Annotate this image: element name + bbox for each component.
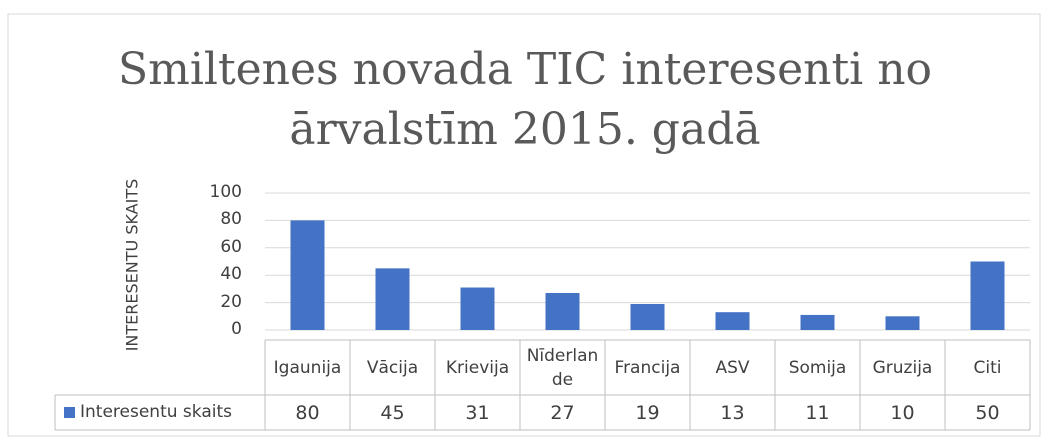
x-tick-label: Igaunija (273, 357, 342, 378)
bar (545, 293, 580, 330)
y-tick-label: 20 (220, 291, 242, 312)
legend-swatch (64, 407, 75, 418)
y-tick-label: 40 (220, 264, 242, 285)
bar (715, 312, 750, 330)
x-tick-label: Citi (973, 357, 1002, 378)
bar (630, 303, 665, 330)
bar (800, 314, 835, 330)
table-value: 27 (550, 402, 575, 424)
bar (460, 287, 495, 330)
bar (375, 268, 410, 330)
table-value: 19 (635, 402, 660, 424)
x-tick-label: Somija (788, 357, 847, 378)
bar (885, 316, 920, 330)
bar (290, 220, 325, 330)
y-tick-label: 60 (220, 236, 242, 257)
x-tick-label: ASV (715, 357, 750, 378)
bar (970, 261, 1005, 330)
x-tick-label: Vācija (366, 357, 419, 378)
table-value: 11 (805, 402, 830, 424)
table-value: 45 (380, 402, 405, 424)
y-tick-label: 80 (220, 209, 242, 230)
x-tick-label: Krievija (445, 357, 510, 378)
x-tick-label: Gruzija (872, 357, 933, 378)
chart-title: Smiltenes novada TIC interesenti no ārva… (117, 44, 933, 155)
table-value: 31 (465, 402, 490, 424)
legend-label: Interesentu skaits (80, 402, 232, 422)
y-tick-label: 0 (231, 319, 242, 339)
y-axis-title: INTERESENTU SKAITS (122, 178, 142, 352)
x-tick-label: Nīderlande (526, 345, 599, 390)
table-value: 50 (975, 402, 1000, 424)
chart-border (7, 13, 1041, 437)
y-tick-label: 100 (209, 182, 242, 202)
table-value: 13 (720, 402, 745, 424)
table-value: 10 (890, 402, 915, 424)
x-tick-label: Francija (614, 357, 681, 378)
table-value: 80 (295, 402, 320, 424)
